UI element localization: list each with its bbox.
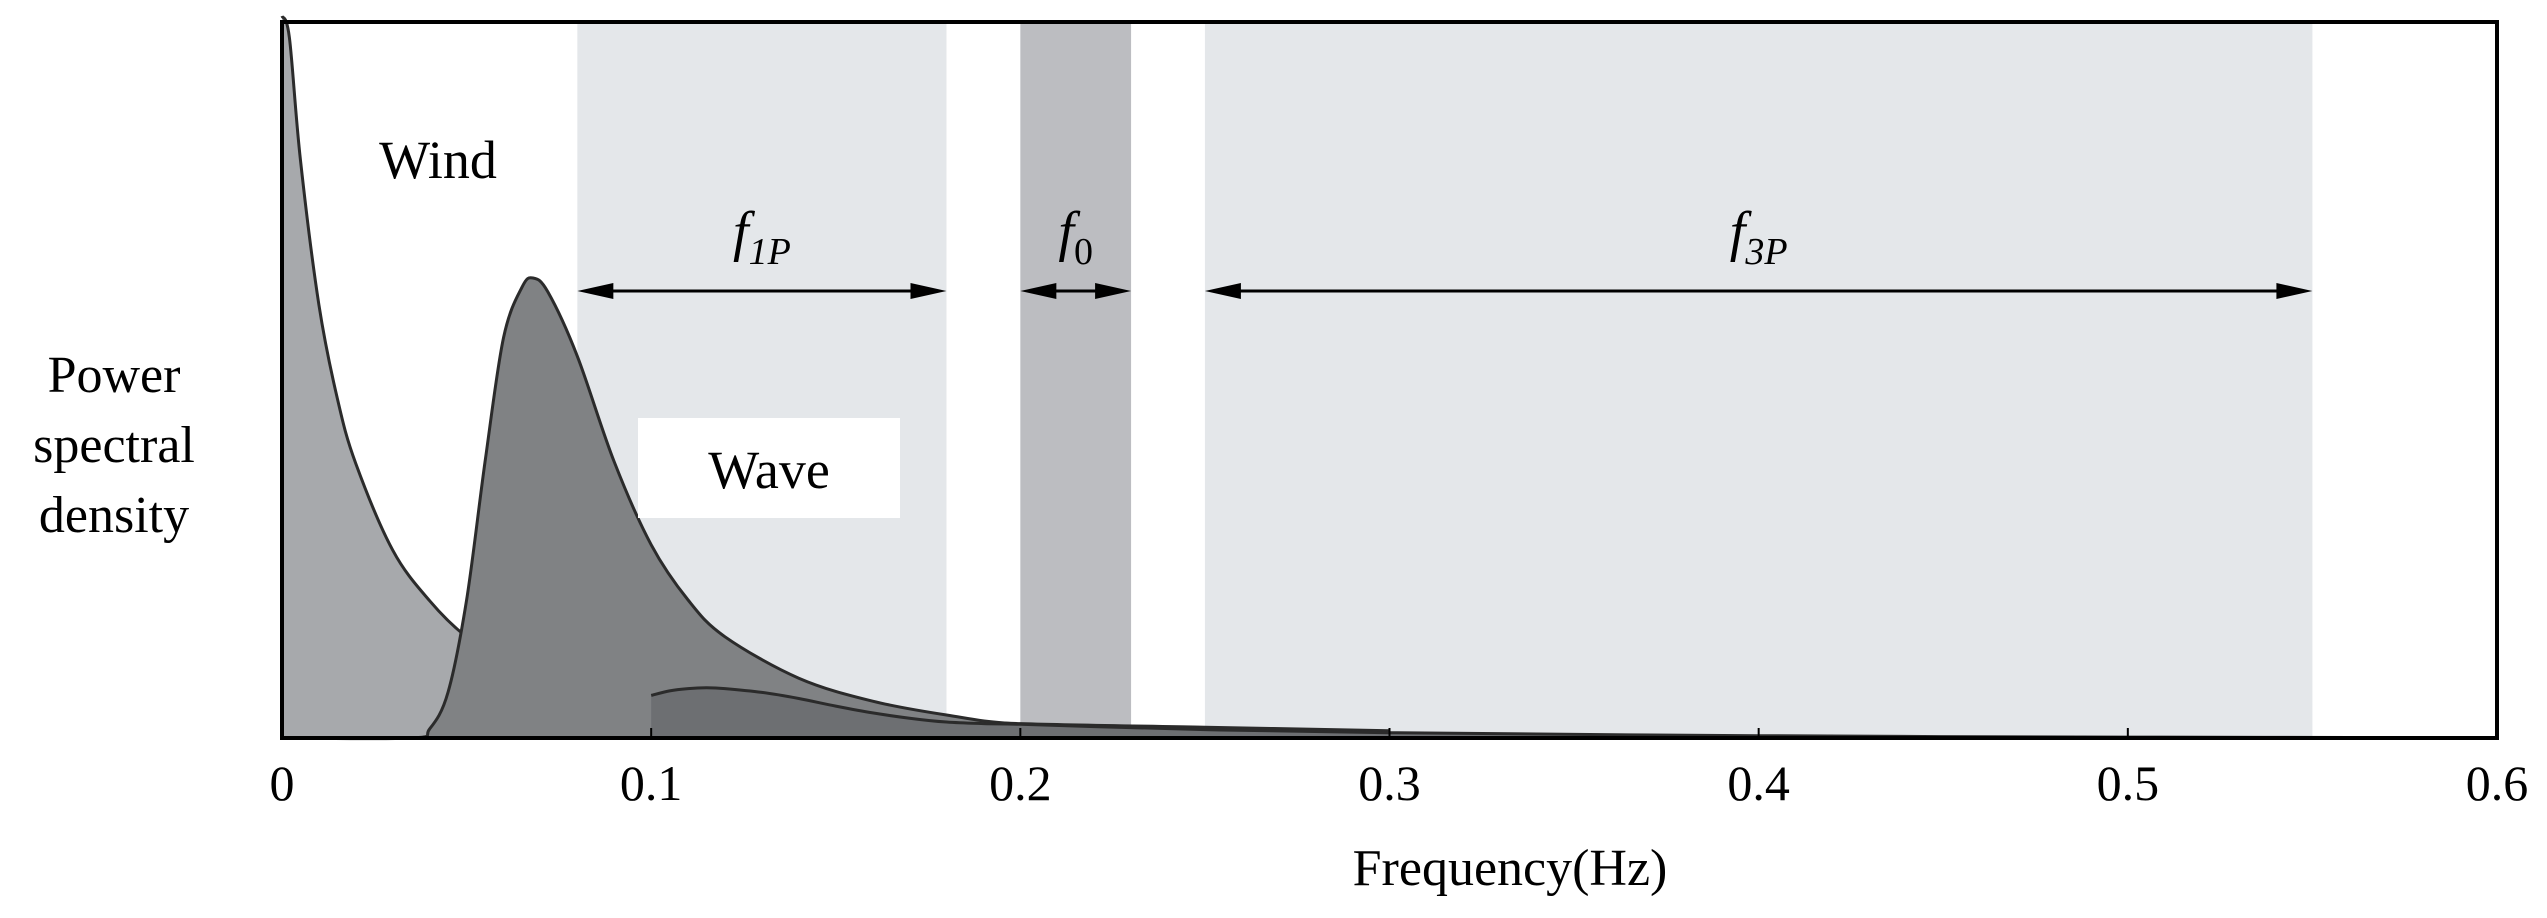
label-wind: Wind <box>379 130 497 190</box>
band-f0 <box>1020 22 1132 738</box>
x-axis-ticks: 0 0.1 0.2 0.3 0.4 0.5 0.6 <box>270 728 2529 811</box>
x-tick-label: 0.4 <box>1727 755 1790 811</box>
arrow-f1p-right-head <box>910 283 947 299</box>
arrow-f0-right-head <box>1095 283 1132 299</box>
y-axis-title: Power spectral density <box>33 347 195 544</box>
arrow-f1p-left-head <box>577 283 614 299</box>
x-tick-label: 0 <box>270 755 295 811</box>
band-f3p <box>1204 22 2313 738</box>
x-tick-label: 0.2 <box>989 755 1052 811</box>
wave-area <box>651 687 2498 738</box>
wind-area <box>282 16 1390 738</box>
arrow-f3p-left-head <box>1204 283 1241 299</box>
band-arrows <box>577 283 2313 299</box>
frequency-bands <box>577 22 2313 738</box>
arrow-f3p-right-head <box>2276 283 2313 299</box>
x-tick-label: 0.5 <box>2097 755 2160 811</box>
label-wave: Wave <box>708 440 830 500</box>
series-2-curve <box>281 276 1390 741</box>
x-axis-title: Frequency(Hz) <box>1353 840 1668 897</box>
x-tick-label: 0.6 <box>2466 755 2529 811</box>
series-2-area <box>282 277 1390 739</box>
x-tick-label: 0.1 <box>620 755 683 811</box>
arrow-f0-left-head <box>1020 283 1057 299</box>
x-tick-label: 0.3 <box>1358 755 1421 811</box>
label-wave-box <box>638 418 900 518</box>
